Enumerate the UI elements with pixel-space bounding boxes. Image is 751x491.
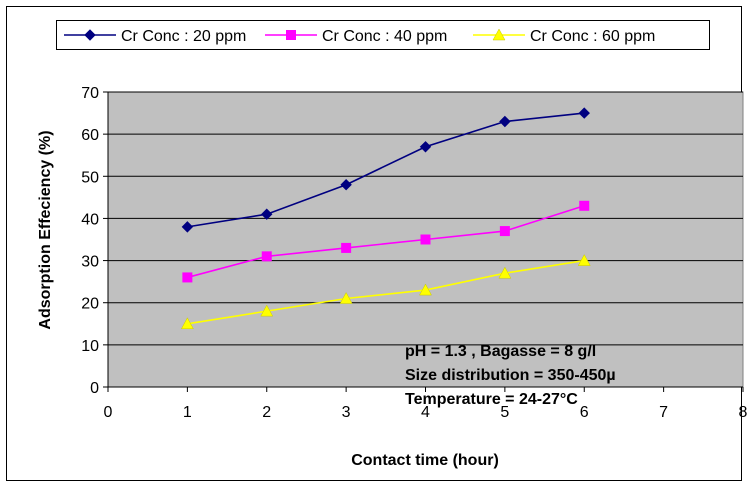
data-point: [579, 200, 590, 211]
legend: [56, 20, 710, 50]
y-tick-label: 60: [81, 127, 99, 144]
x-tick-label: 0: [104, 404, 113, 421]
x-tick-label: 3: [342, 404, 351, 421]
legend-marker: [286, 30, 296, 40]
data-point: [261, 208, 273, 220]
data-point: [578, 107, 590, 119]
legend-item-1: Cr Conc : 20 ppm: [64, 28, 246, 45]
data-point: [498, 266, 512, 279]
x-tick-label: 2: [262, 404, 271, 421]
series-line: [187, 205, 585, 279]
y-tick-label: 20: [81, 296, 99, 313]
data-point: [180, 317, 194, 330]
legend-label: Cr Conc : 60 ppm: [530, 28, 655, 45]
series-line: [187, 259, 585, 325]
annotations: pH = 1.3 , Bagasse = 8 g/l Size distribut…: [405, 343, 616, 408]
data-point: [420, 234, 431, 245]
x-tick-label: 5: [500, 404, 509, 421]
data-point: [339, 291, 353, 304]
annotation-text: Size distribution = 350-450µ: [405, 367, 616, 384]
data-point: [419, 141, 432, 153]
series-line: [187, 112, 585, 228]
data-point: [181, 221, 194, 233]
data-point: [499, 115, 511, 128]
legend-label: Cr Conc : 20 ppm: [121, 28, 246, 45]
axes: 0 10 20 30 40 50 60 70 0 1 2 3 4 5 6 7 8: [81, 85, 747, 421]
y-tick-label: 30: [81, 254, 99, 271]
legend-items: Cr Conc : 20 ppm Cr Conc : 40 ppm Cr Conc …: [64, 28, 655, 45]
data-point: [261, 251, 272, 262]
data-point: [577, 254, 591, 266]
x-tick-label: 6: [580, 404, 589, 421]
series-1: [181, 107, 590, 233]
series-2: [182, 200, 590, 283]
data-point: [260, 304, 274, 317]
legend-item-2: Cr Conc : 40 ppm: [265, 28, 447, 45]
y-tick-label: 40: [81, 211, 99, 228]
y-tick-label: 0: [90, 380, 99, 397]
series-layer: [180, 107, 591, 330]
data-point: [182, 272, 193, 283]
x-tick-label: 4: [421, 404, 430, 421]
series-3: [180, 254, 591, 330]
y-axis-label: Adsorption Effeciency (%): [37, 130, 54, 329]
x-tick-label: 8: [739, 404, 748, 421]
data-point: [341, 242, 352, 253]
annotation-text: Temperature = 24-27°C: [405, 391, 578, 408]
annotation-text: pH = 1.3 , Bagasse = 8 g/l: [405, 343, 596, 360]
y-tick-label: 70: [81, 85, 99, 102]
data-point: [340, 179, 352, 191]
y-tick-label: 10: [81, 338, 99, 355]
legend-marker: [84, 29, 96, 41]
legend-item-3: Cr Conc : 60 ppm: [473, 28, 655, 45]
x-tick-label: 1: [183, 404, 192, 421]
data-point: [419, 283, 432, 296]
legend-label: Cr Conc : 40 ppm: [322, 28, 447, 45]
x-axis-label: Contact time (hour): [351, 452, 499, 469]
data-point: [499, 226, 510, 237]
x-tick-label: 7: [659, 404, 668, 421]
legend-marker: [492, 28, 506, 41]
y-tick-label: 50: [81, 169, 99, 186]
